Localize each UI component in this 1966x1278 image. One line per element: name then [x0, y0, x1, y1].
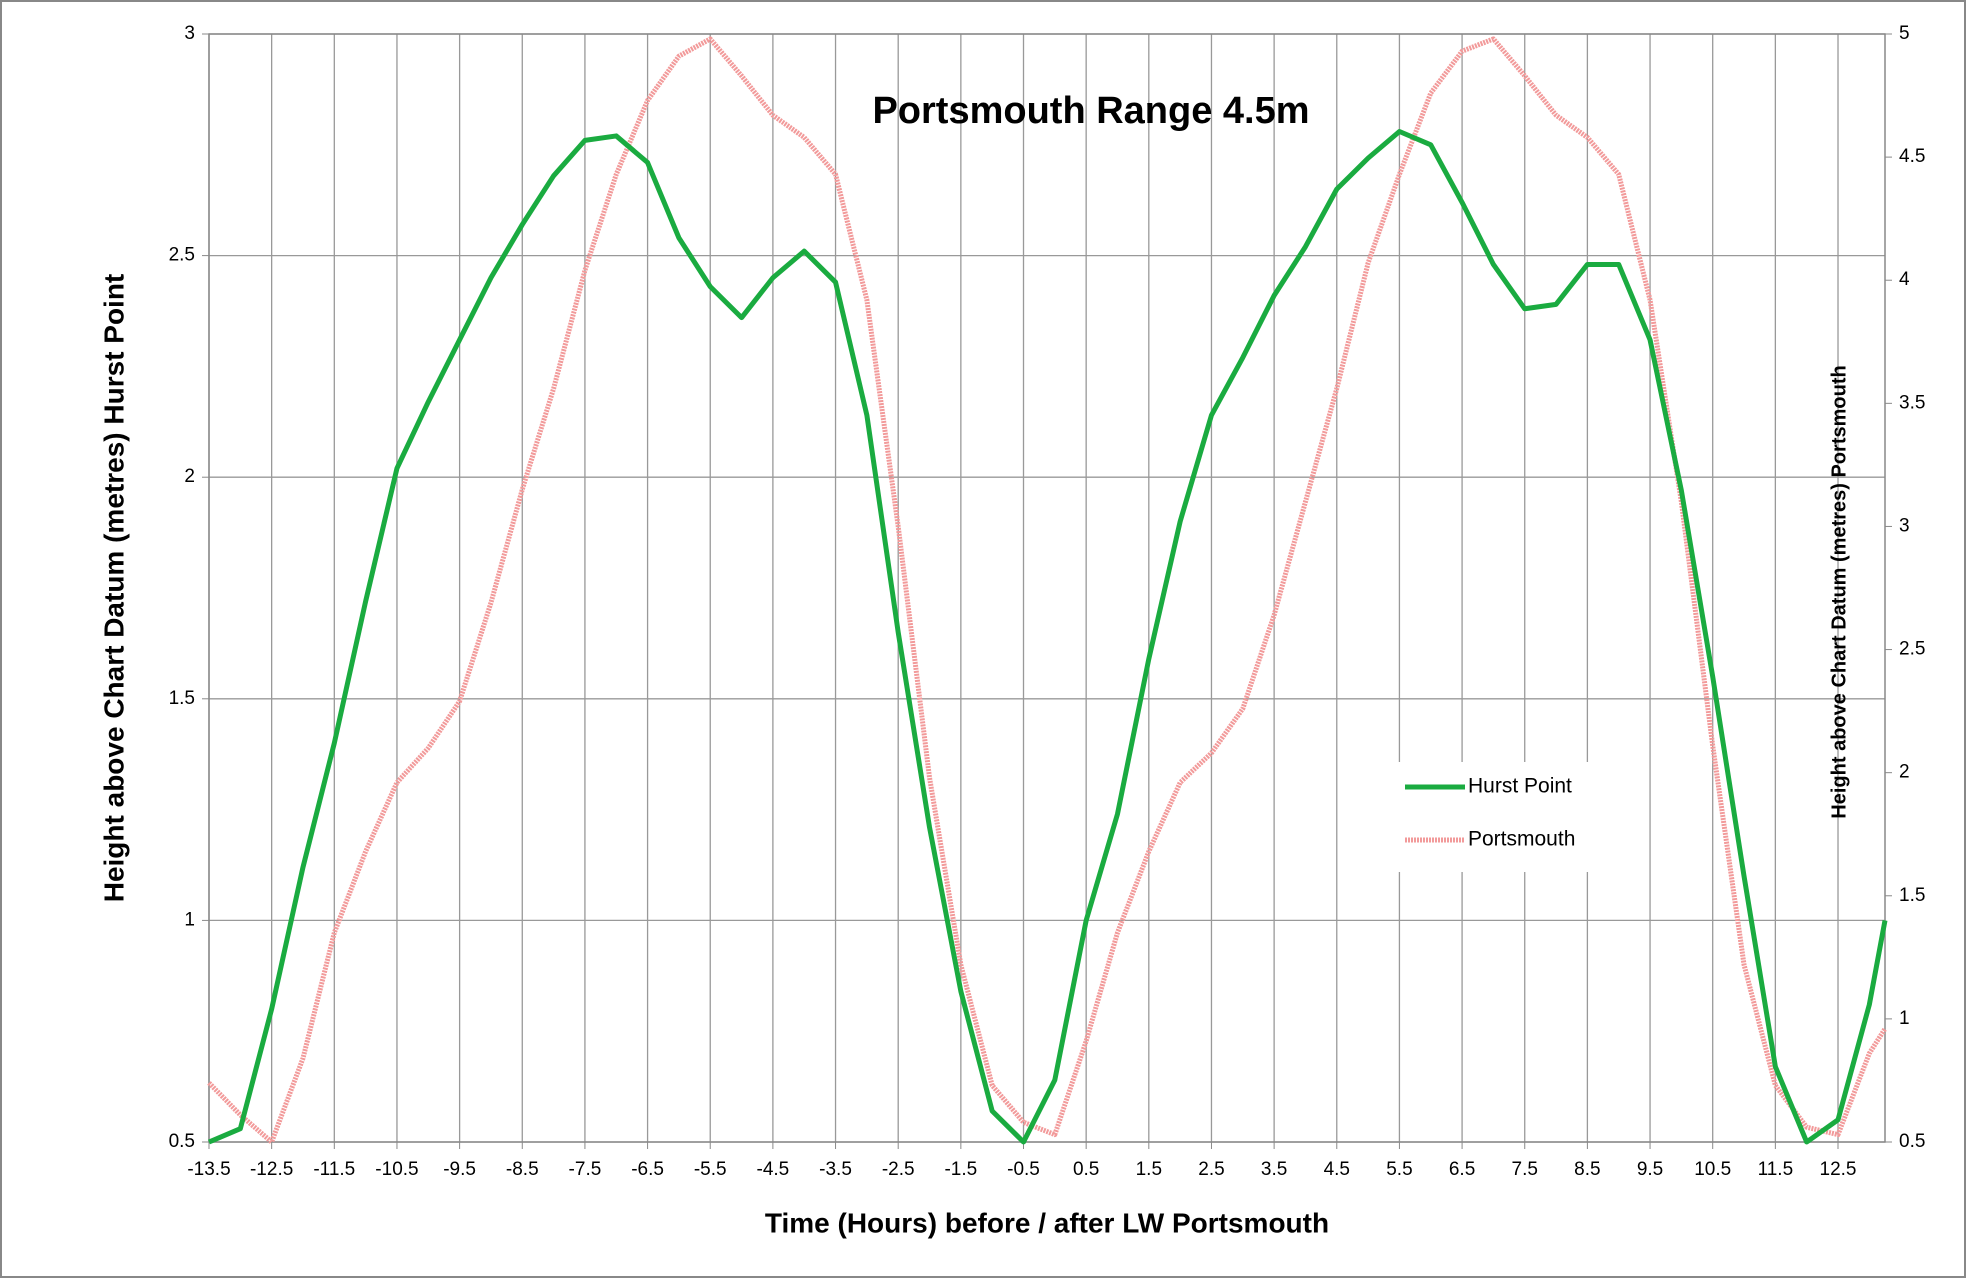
x-tick-label: -12.5 [250, 1159, 293, 1180]
y-tick-label: 1 [184, 909, 195, 930]
y2-tick-label: 0.5 [1899, 1131, 1925, 1152]
y2-axis-label: Height above Chart Datum (metres) Portsm… [1828, 365, 1850, 818]
x-axis-label: Time (Hours) before / after LW Portsmout… [765, 1207, 1329, 1238]
x-tick-label: 10.5 [1694, 1159, 1731, 1180]
legend-label: Portsmouth [1468, 828, 1575, 851]
x-tick-label: 7.5 [1512, 1159, 1538, 1180]
x-tick-label: 6.5 [1449, 1159, 1475, 1180]
y2-tick-label: 1 [1899, 1008, 1910, 1029]
legend-box [1392, 762, 1612, 872]
x-tick-label: -9.5 [443, 1159, 476, 1180]
x-tick-label: 5.5 [1386, 1159, 1412, 1180]
x-tick-label: -4.5 [757, 1159, 790, 1180]
x-tick-label: -11.5 [313, 1159, 355, 1180]
chart-title: Portsmouth Range 4.5m [872, 90, 1309, 132]
x-tick-label: 12.5 [1820, 1159, 1857, 1180]
y-tick-label: 2 [184, 466, 195, 487]
x-tick-label: 0.5 [1073, 1159, 1099, 1180]
y2-tick-label: 3.5 [1899, 392, 1925, 413]
x-tick-label: 4.5 [1324, 1159, 1350, 1180]
y-tick-label: 3 [184, 23, 195, 44]
y2-tick-label: 4 [1899, 269, 1910, 290]
x-tick-label: 8.5 [1574, 1159, 1600, 1180]
series-line [208, 129, 1888, 1145]
x-tick-label: -7.5 [569, 1159, 602, 1180]
y-tick-label: 1.5 [169, 688, 195, 709]
y-axis-label: Height above Chart Datum (metres) Hurst … [98, 274, 129, 903]
x-tick-label: 3.5 [1261, 1159, 1287, 1180]
x-tick-label: -5.5 [694, 1159, 727, 1180]
x-tick-label: 1.5 [1136, 1159, 1162, 1180]
y2-tick-label: 1.5 [1899, 885, 1925, 906]
x-tick-label: -10.5 [375, 1159, 418, 1180]
legend-label: Hurst Point [1468, 775, 1572, 798]
x-tick-label: -6.5 [631, 1159, 664, 1180]
x-tick-label: 11.5 [1758, 1159, 1794, 1180]
y-tick-label: 2.5 [169, 245, 195, 266]
x-tick-label: -3.5 [819, 1159, 852, 1180]
y2-tick-label: 2.5 [1899, 639, 1925, 660]
x-tick-label: -1.5 [944, 1159, 977, 1180]
y-tick-label: 0.5 [169, 1131, 195, 1152]
y2-tick-label: 5 [1899, 23, 1910, 44]
series-line [207, 36, 1888, 1145]
plot-frame [208, 33, 1886, 1143]
y2-tick-label: 2 [1899, 762, 1910, 783]
x-tick-label: -8.5 [506, 1159, 539, 1180]
x-tick-label: 2.5 [1198, 1159, 1224, 1180]
x-tick-label: -2.5 [882, 1159, 915, 1180]
x-tick-label: -0.5 [1007, 1159, 1040, 1180]
x-tick-label: 9.5 [1637, 1159, 1663, 1180]
x-tick-label: -13.5 [187, 1159, 230, 1180]
y2-tick-label: 3 [1899, 515, 1910, 536]
y2-tick-label: 4.5 [1899, 146, 1925, 167]
